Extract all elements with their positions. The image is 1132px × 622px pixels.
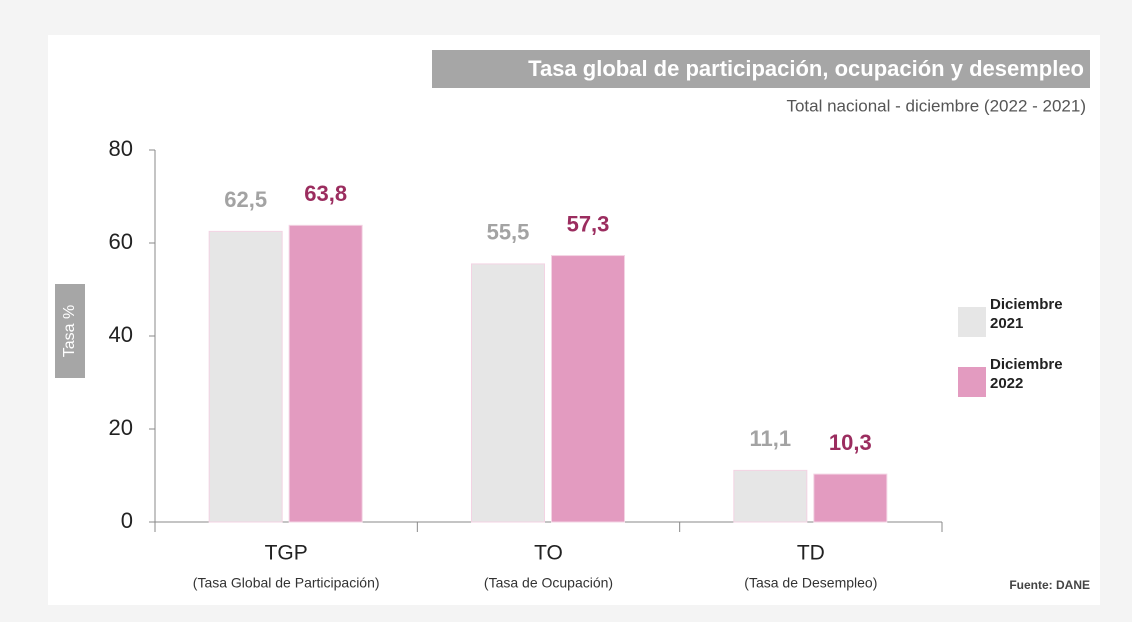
legend-label: Diciembre 2021 — [990, 296, 1063, 332]
y-label-box — [55, 284, 85, 378]
value-label: 62,5 — [224, 187, 267, 212]
value-label: 10,3 — [829, 430, 872, 455]
x-tick-label: TGP — [265, 542, 308, 565]
bar — [733, 469, 808, 523]
legend-label: Diciembre 2022 — [990, 356, 1063, 392]
y-axis-label: Tasa % — [61, 305, 78, 357]
y-tick-label: 80 — [109, 136, 133, 161]
bar — [551, 255, 625, 523]
value-label: 63,8 — [304, 181, 347, 206]
x-tick-label: TD — [797, 542, 825, 565]
legend-item: Diciembre 2021 — [990, 296, 1063, 332]
y-tick-label: 60 — [109, 229, 133, 254]
x-tick-label: TO — [534, 542, 563, 565]
legend-swatch — [958, 307, 986, 337]
value-label: 57,3 — [567, 211, 610, 236]
title-box — [432, 50, 1090, 88]
chart-subtitle: Total nacional - diciembre (2022 - 2021) — [786, 96, 1086, 115]
bar — [471, 263, 545, 523]
value-label: 11,1 — [750, 426, 792, 451]
bar — [208, 230, 283, 523]
legend-item: Diciembre 2022 — [990, 356, 1063, 392]
bar — [813, 473, 888, 523]
x-tick-description: (Tasa de Desempleo) — [744, 575, 877, 591]
bar — [288, 224, 363, 523]
source: Fuente: DANE — [1009, 578, 1090, 592]
chart-title: Tasa global de participación, ocupación … — [528, 56, 1084, 81]
y-tick-label: 0 — [121, 508, 133, 533]
x-tick-description: (Tasa de Ocupación) — [484, 575, 613, 591]
y-tick-label: 40 — [109, 322, 133, 347]
value-label: 55,5 — [487, 220, 530, 245]
x-tick-description: (Tasa Global de Participación) — [193, 575, 380, 591]
legend-swatch — [958, 367, 986, 397]
y-tick-label: 20 — [109, 415, 133, 440]
